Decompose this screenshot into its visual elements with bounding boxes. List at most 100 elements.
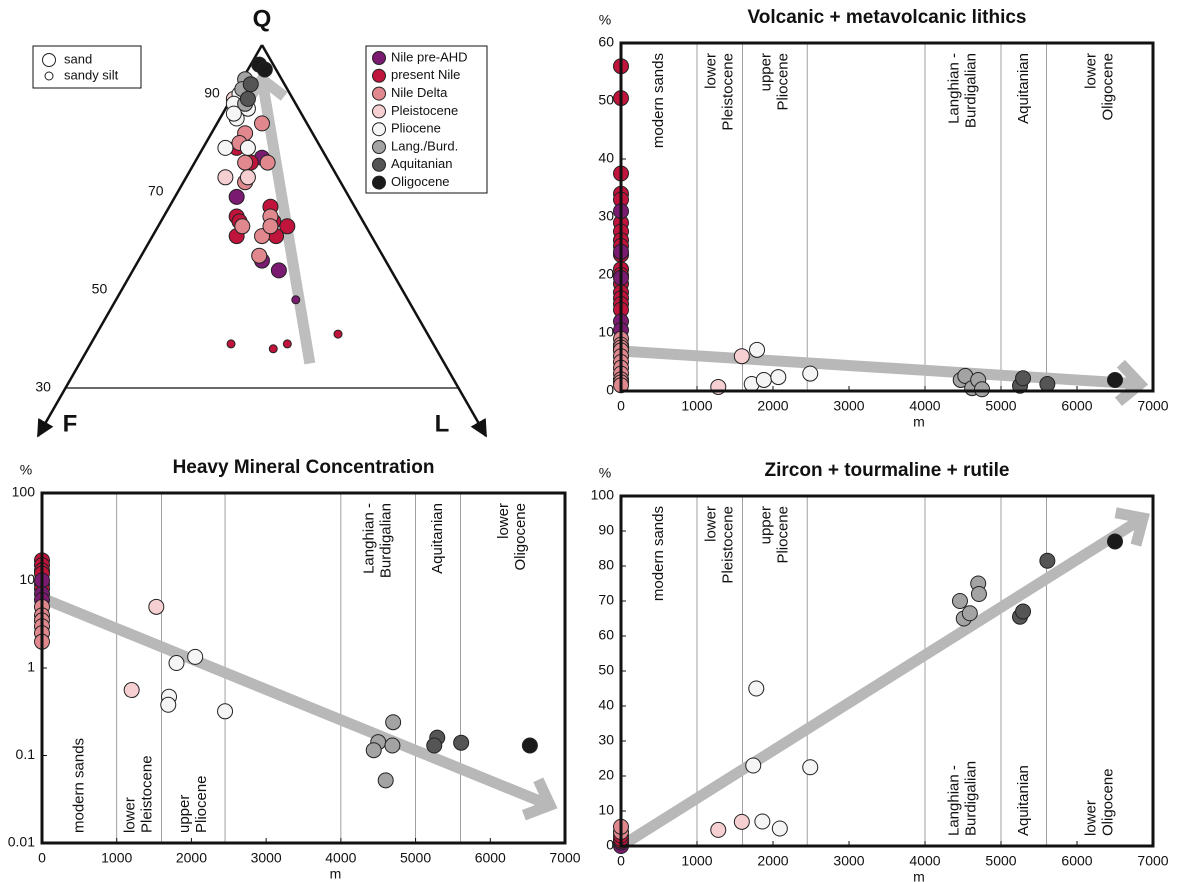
legend-label: sandy silt — [64, 67, 119, 82]
data-point — [1039, 376, 1056, 393]
y-tick-label: 100 — [12, 484, 36, 500]
x-tick-label: 3000 — [833, 398, 864, 414]
y-tick-label: 60 — [598, 34, 614, 50]
legend-label: Pleistocene — [391, 103, 458, 118]
x-tick-label: 1000 — [101, 850, 132, 866]
legend-marker — [372, 140, 386, 154]
trend-shaft — [618, 513, 1147, 851]
data-point — [749, 341, 766, 358]
q-tick-label: 70 — [148, 183, 164, 199]
ternary-point — [282, 339, 292, 349]
x-axis-label: m — [913, 414, 925, 430]
y-tick-label: 40 — [598, 697, 614, 713]
ternary-point — [217, 169, 234, 186]
zone-label: Aquitanian — [1015, 53, 1032, 124]
data-point — [385, 714, 402, 731]
y-tick-label: 10 — [19, 571, 35, 587]
apex-label: F — [63, 410, 78, 437]
legend-box — [365, 45, 488, 194]
ternary-point — [256, 61, 273, 78]
zone-label: Langhian - — [945, 765, 962, 836]
ternary-side — [260, 44, 488, 438]
zone-label: Pleistocene — [719, 53, 736, 131]
apex-label: L — [435, 410, 450, 437]
ternary-point — [279, 218, 296, 235]
y-tick-label: 30 — [598, 732, 614, 748]
x-tick-label: 4000 — [909, 398, 940, 414]
zone-label: lower — [702, 506, 719, 542]
data-point — [148, 598, 165, 615]
data-point — [745, 757, 762, 774]
y-tick-label: 0.01 — [8, 834, 35, 850]
data-point — [771, 820, 788, 837]
y-axis-label: % — [599, 12, 611, 28]
data-point — [1107, 533, 1123, 550]
x-axis-label: m — [330, 866, 342, 882]
data-point — [217, 703, 234, 720]
ternary-point — [239, 139, 256, 156]
trend-head — [521, 777, 558, 821]
y-tick-label: 1 — [27, 659, 35, 675]
data-point — [187, 648, 204, 665]
x-tick-label: 4000 — [909, 853, 940, 869]
plot-frame — [40, 491, 567, 845]
zone-label: Pleistocene — [139, 755, 156, 833]
ternary-point — [251, 247, 268, 264]
legend-marker — [372, 122, 386, 137]
plot-frame — [619, 494, 1155, 848]
plot-frame — [619, 41, 1155, 393]
x-tick-label: 3000 — [251, 850, 282, 866]
y-tick-label: 70 — [598, 592, 614, 608]
ternary-point — [242, 76, 259, 93]
y-tick-label: 80 — [598, 557, 614, 573]
data-point — [1107, 371, 1123, 388]
legend-marker — [372, 51, 386, 65]
data-point — [384, 737, 401, 754]
y-axis-label: % — [599, 465, 611, 481]
data-point — [1015, 603, 1032, 620]
trend-arrow — [620, 345, 1149, 407]
ternary-point — [234, 218, 251, 235]
x-tick-label: 7000 — [549, 850, 580, 866]
zone-label: lower — [122, 797, 139, 833]
data-point — [521, 737, 538, 754]
y-tick-label: 60 — [598, 627, 614, 643]
zone-label: Aquitanian — [429, 503, 446, 574]
zone-label: lower — [1082, 800, 1099, 836]
zone-label: Oligocene — [1099, 768, 1116, 836]
x-tick-label: 1000 — [681, 853, 712, 869]
ternary-point — [237, 154, 254, 171]
data-point — [754, 813, 771, 830]
zone-label: Burdigalian — [378, 503, 395, 578]
y-tick-label: 0.1 — [16, 746, 36, 762]
trend-arrow — [39, 592, 558, 821]
y-tick-label: 10 — [598, 324, 614, 340]
trend-shaft — [39, 592, 553, 811]
ternary-point — [225, 105, 242, 122]
ternary-point — [217, 139, 234, 156]
x-tick-label: 0 — [38, 850, 46, 866]
zone-label: Oligocene — [1099, 53, 1116, 121]
x-tick-label: 0 — [617, 398, 625, 414]
data-point — [710, 821, 727, 838]
zone-label: modern sands — [70, 738, 87, 833]
zone-label: Langhian - — [361, 503, 378, 574]
data-point — [733, 813, 750, 830]
zone-label: Oligocene — [512, 503, 529, 571]
x-tick-label: 5000 — [400, 850, 431, 866]
zone-label: lower — [1082, 53, 1099, 89]
ternary-point — [239, 90, 256, 107]
x-tick-label: 6000 — [475, 850, 506, 866]
x-tick-label: 6000 — [1061, 853, 1092, 869]
data-point — [770, 369, 787, 386]
chart-title: Zircon + tourmaline + rutile — [765, 460, 1010, 481]
zone-label: upper — [757, 53, 774, 91]
data-point — [365, 742, 382, 759]
q-tick-label: 50 — [92, 281, 108, 297]
x-tick-label: 0 — [617, 853, 625, 869]
y-tick-label: 90 — [598, 522, 614, 538]
data-point — [426, 737, 443, 754]
x-tick-label: 6000 — [1061, 398, 1092, 414]
apex-label: Q — [253, 5, 272, 32]
zone-label: Burdigalian — [962, 53, 979, 128]
